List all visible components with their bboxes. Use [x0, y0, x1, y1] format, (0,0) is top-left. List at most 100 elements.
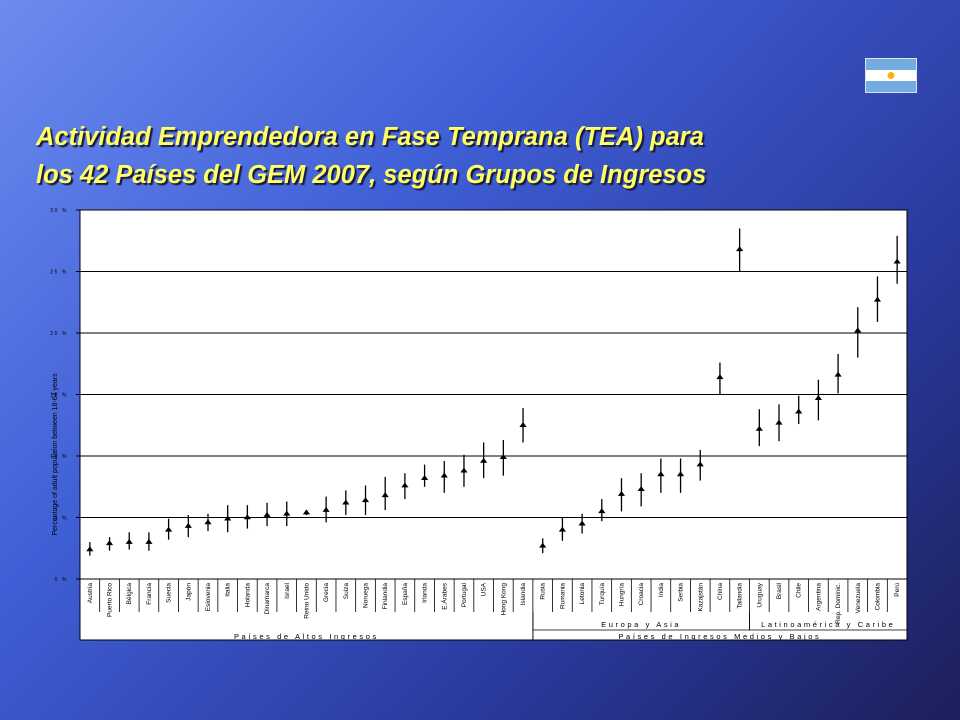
y-tick-label: 20 % — [50, 331, 68, 337]
x-tick-label: Francia — [146, 583, 153, 605]
data-point — [795, 408, 803, 414]
data-point — [105, 540, 114, 546]
sun-icon — [887, 72, 895, 79]
data-point — [854, 327, 862, 333]
data-point — [184, 522, 192, 528]
data-point — [834, 371, 842, 377]
x-tick-label: India — [658, 583, 665, 597]
y-axis-label: Percentage of adult population between 1… — [52, 373, 59, 536]
subgroup-label: Latinoamérica y Caribe — [761, 620, 895, 629]
x-tick-label: Italia — [225, 583, 232, 597]
x-tick-label: Reino Unido — [303, 583, 310, 619]
data-point — [893, 258, 901, 264]
y-tick-label: 0 % — [55, 577, 68, 583]
data-point — [480, 457, 488, 463]
x-tick-label: Bélgica — [126, 583, 133, 605]
x-tick-label: Holanda — [244, 583, 251, 608]
data-point — [676, 471, 685, 477]
argentina-flag-graphic — [866, 59, 916, 92]
x-tick-label: Suecia — [166, 583, 173, 603]
data-point — [283, 510, 291, 516]
x-tick-label: Uruguay — [756, 582, 763, 607]
data-point — [617, 490, 626, 496]
x-tick-label: Hungría — [618, 583, 625, 607]
x-tick-label: Perú — [894, 583, 901, 597]
data-point — [696, 461, 704, 467]
data-point — [499, 454, 507, 460]
x-tick-label: Suiza — [343, 583, 350, 600]
title-line-1: Actividad Emprendedora en Fase Temprana … — [36, 123, 704, 151]
data-point — [460, 467, 468, 473]
group-label: Países de Ingresos Medios y Bajos — [618, 632, 821, 641]
x-tick-label: Dinamarca — [264, 583, 271, 615]
plot-area — [79, 209, 908, 641]
y-tick-label: 5 % — [55, 516, 68, 522]
data-point — [873, 296, 882, 302]
x-tick-label: Rusia — [540, 583, 547, 600]
x-tick-label: Serbia — [678, 583, 685, 602]
x-tick-label: Puerto Rico — [107, 583, 114, 617]
x-tick-label: Hong Kong — [500, 583, 507, 616]
x-tick-label: USA — [481, 582, 488, 596]
slide-title: Actividad Emprendedora en Fase Temprana … — [36, 118, 916, 194]
data-point — [322, 506, 330, 512]
subgroup-label: Europa y Asia — [601, 620, 681, 629]
x-tick-label: España — [402, 583, 409, 605]
x-tick-label: Eslovenia — [205, 583, 212, 612]
argentina-flag — [865, 58, 917, 93]
data-point — [401, 482, 409, 488]
x-tick-label: Portugal — [461, 582, 468, 607]
y-tick-label: 15 % — [50, 393, 68, 399]
data-point — [755, 425, 763, 431]
x-tick-label: Argentina — [815, 583, 822, 611]
data-point — [381, 492, 389, 498]
data-point — [224, 515, 232, 521]
group-label: Países de Altos Ingresos — [234, 632, 379, 641]
data-point — [775, 419, 783, 425]
data-point — [263, 511, 271, 517]
data-point — [145, 538, 153, 544]
x-tick-label: Finlandia — [382, 583, 389, 610]
y-tick-label: 25 % — [50, 270, 68, 276]
x-tick-label: Grecia — [323, 583, 330, 603]
x-tick-label: China — [717, 583, 724, 600]
data-point — [440, 472, 448, 478]
x-tick-label: Tailandia — [737, 583, 744, 609]
data-point — [243, 514, 251, 520]
x-tick-label: Croacia — [638, 583, 645, 606]
data-point — [558, 526, 567, 532]
data-point — [539, 542, 547, 548]
data-point — [716, 374, 724, 380]
x-tick-label: Turquía — [599, 583, 606, 606]
data-point — [519, 422, 527, 428]
x-tick-label: Letonia — [579, 583, 586, 605]
x-tick-label: Israel — [284, 582, 291, 598]
data-point — [598, 508, 606, 514]
x-tick-label: Islandia — [520, 583, 527, 606]
x-tick-label: E.Árabes — [439, 582, 448, 609]
y-tick-label: 30 % — [50, 208, 68, 214]
x-tick-label: Austria — [87, 583, 94, 604]
data-point — [86, 546, 94, 552]
data-point — [204, 519, 212, 525]
data-point — [165, 526, 173, 532]
data-point — [657, 471, 665, 477]
data-point — [302, 509, 311, 515]
x-tick-label: Kazajstán — [697, 583, 704, 612]
x-tick-label: Venezuela — [855, 583, 862, 614]
y-tick-label: 10 % — [50, 454, 68, 460]
data-point — [361, 497, 370, 503]
x-tick-label: Rumania — [559, 583, 566, 609]
data-point — [578, 520, 586, 526]
x-tick-label: Rep. Dominic. — [835, 583, 842, 624]
x-tick-label: Colombia — [874, 583, 881, 611]
data-point — [814, 394, 822, 400]
x-tick-label: Noruega — [363, 583, 370, 608]
x-tick-label: Japón — [185, 583, 192, 601]
x-tick-label: Brasil — [776, 582, 783, 599]
data-point — [342, 499, 350, 505]
data-point — [637, 486, 645, 492]
data-point — [736, 246, 744, 252]
